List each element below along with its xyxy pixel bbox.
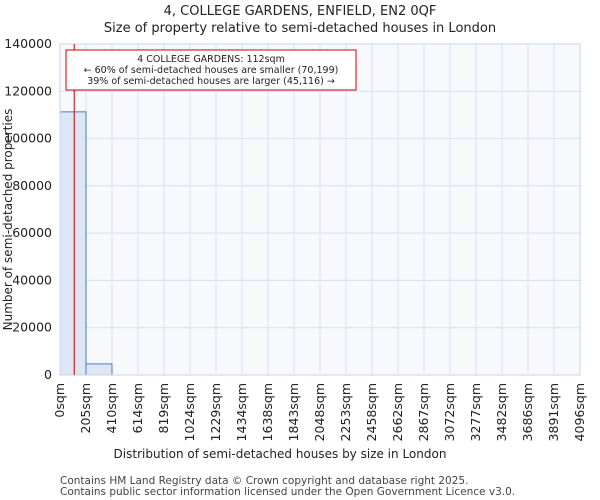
y-tick-label: 80000 [12,178,52,193]
x-tick-label: 2867sqm [416,383,431,441]
annotation-box: 4 COLLEGE GARDENS: 112sqm ← 60% of semi-… [65,49,357,91]
y-tick-label: 0 [44,367,52,382]
y-tick-label: 100000 [4,131,52,146]
footer-line-2: Contains public sector information licen… [60,486,516,498]
y-tick-label: 40000 [12,272,52,287]
x-tick-label: 205sqm [78,383,93,433]
y-tick-label: 140000 [4,36,52,51]
footer-line-1: Contains HM Land Registry data © Crown c… [60,475,469,487]
x-tick-label: 1434sqm [234,383,249,441]
annotation-border [65,49,357,91]
x-tick-label: 3277sqm [468,383,483,441]
x-tick-label: 2253sqm [338,383,353,441]
x-tick-label: 614sqm [130,383,145,433]
bar [59,111,87,376]
x-tick-label: 3072sqm [442,383,457,441]
x-tick-label: 3482sqm [494,383,509,441]
x-tick-label: 3686sqm [520,383,535,441]
x-tick-label: 2662sqm [390,383,405,441]
annotation-line-3: 39% of semi-detached houses are larger (… [87,76,335,87]
y-tick-label: 60000 [12,225,52,240]
bars [59,111,320,376]
annotation-line-1: 4 COLLEGE GARDENS: 112sqm [137,54,285,65]
annotation-line-2: ← 60% of semi-detached houses are smalle… [84,65,339,76]
x-tick-label: 1229sqm [208,383,223,441]
gridlines [59,43,581,376]
x-tick-label: 3891sqm [546,383,561,441]
x-tick-label: 819sqm [156,383,171,433]
x-tick-label: 410sqm [104,383,119,433]
chart-title: 4, COLLEGE GARDENS, ENFIELD, EN2 0QF [163,4,437,19]
x-tick-label: 4096sqm [572,383,587,441]
y-tick-label: 120000 [4,83,52,98]
x-tick-label: 1024sqm [182,383,197,441]
plot-frame [59,43,581,376]
x-tick-label: 1638sqm [260,383,275,441]
y-tick-label: 20000 [12,320,52,335]
chart-subtitle: Size of property relative to semi-detach… [103,21,497,36]
x-tick-labels: 0sqm 205sqm 410sqm 614sqm 819sqm 1024sqm 1229s… [52,383,587,441]
bar [85,363,113,376]
x-tick-label: 2048sqm [312,383,327,441]
x-axis-label: Distribution of semi-detached houses by … [114,447,447,461]
x-tick-label: 2458sqm [364,383,379,441]
y-tick-labels: 0 20000 40000 60000 80000 100000 120000 140000 [4,36,52,382]
x-tick-label: 0sqm [52,383,67,418]
y-axis-label: Number of semi-detached properties [1,109,15,331]
x-tick-label: 1843sqm [286,383,301,441]
